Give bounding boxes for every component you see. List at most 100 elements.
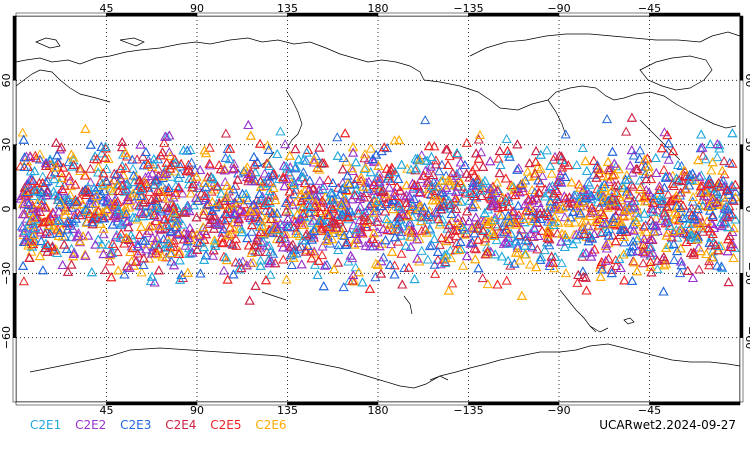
occultation-marker xyxy=(394,200,405,210)
frame-tick-bar xyxy=(287,12,379,17)
occultation-marker xyxy=(607,170,618,180)
occultation-marker xyxy=(300,230,311,240)
occultation-marker xyxy=(403,262,414,272)
occultation-marker xyxy=(441,235,452,246)
occultation-marker xyxy=(455,157,466,167)
legend: C2E1 C2E2 C2E3 C2E4 C2E5 C2E6 xyxy=(30,418,297,432)
occultation-marker xyxy=(194,237,205,247)
occultation-marker xyxy=(671,190,682,200)
occultation-marker xyxy=(217,238,228,248)
occultation-marker xyxy=(597,264,608,274)
occultation-marker xyxy=(467,202,478,212)
occultation-marker xyxy=(108,186,119,196)
occultation-marker xyxy=(144,221,155,231)
occultation-marker xyxy=(29,223,41,233)
occultation-marker xyxy=(422,155,433,165)
occultation-marker xyxy=(478,215,490,226)
occultation-marker xyxy=(609,158,620,168)
occultation-marker xyxy=(342,237,353,247)
occultation-marker xyxy=(428,169,439,179)
occultation-marker xyxy=(207,250,219,260)
occultation-marker xyxy=(647,204,658,214)
occultation-marker xyxy=(189,165,201,175)
occultation-marker xyxy=(606,196,617,206)
occultation-marker xyxy=(627,275,638,285)
occultation-marker xyxy=(270,224,281,234)
occultation-marker xyxy=(381,192,392,202)
occultation-marker xyxy=(644,187,655,197)
occultation-marker xyxy=(207,196,218,206)
occultation-marker xyxy=(255,260,266,270)
occultation-marker xyxy=(173,172,184,182)
occultation-marker xyxy=(183,159,194,169)
occultation-marker xyxy=(629,257,640,267)
occultation-marker xyxy=(122,194,133,204)
occultation-marker xyxy=(152,249,164,259)
occultation-marker xyxy=(317,250,328,260)
occultation-marker xyxy=(565,212,576,222)
occultation-marker xyxy=(695,221,706,231)
occultation-marker xyxy=(704,201,715,211)
occultation-marker xyxy=(700,154,711,164)
occultation-marker xyxy=(651,167,662,177)
occultation-marker xyxy=(639,248,650,258)
occultation-marker xyxy=(441,249,452,259)
occultation-marker xyxy=(199,254,210,264)
occultation-marker xyxy=(690,233,701,243)
occultation-marker xyxy=(476,190,487,200)
occultation-marker xyxy=(140,146,151,156)
occultation-marker xyxy=(430,159,441,169)
occultation-marker xyxy=(601,114,613,124)
occultation-marker xyxy=(598,212,610,222)
occultation-marker xyxy=(560,171,571,181)
occultation-marker xyxy=(268,248,279,258)
occultation-marker xyxy=(461,168,472,178)
occultation-marker xyxy=(317,195,328,205)
occultation-marker xyxy=(606,185,617,196)
occultation-marker xyxy=(232,174,243,184)
occultation-marker xyxy=(254,188,265,199)
occultation-marker xyxy=(407,200,418,210)
occultation-marker xyxy=(703,223,714,233)
occultation-marker xyxy=(270,195,281,205)
occultation-marker xyxy=(469,170,480,180)
occultation-marker xyxy=(318,180,329,190)
occultation-marker xyxy=(308,215,319,225)
occultation-marker xyxy=(519,199,531,209)
occultation-marker xyxy=(543,188,554,198)
occultation-marker xyxy=(115,163,126,173)
occultation-marker xyxy=(568,206,579,216)
occultation-marker xyxy=(391,181,403,191)
occultation-marker xyxy=(375,268,387,278)
occultation-marker xyxy=(52,157,63,167)
occultation-marker xyxy=(580,272,591,282)
occultation-marker xyxy=(282,213,294,223)
occultation-marker xyxy=(525,228,536,238)
occultation-marker xyxy=(553,217,564,227)
occultation-marker xyxy=(400,240,411,250)
occultation-marker xyxy=(362,214,373,224)
occultation-marker xyxy=(50,162,61,172)
occultation-marker xyxy=(583,236,594,246)
occultation-marker xyxy=(601,239,612,249)
occultation-marker xyxy=(514,231,525,241)
occultation-marker xyxy=(673,215,685,225)
occultation-marker xyxy=(392,219,403,229)
occultation-marker xyxy=(136,267,147,277)
occultation-marker xyxy=(448,225,460,235)
occultation-marker xyxy=(578,272,589,282)
right-lat-label: 60 xyxy=(743,73,750,87)
occultation-marker xyxy=(329,218,340,228)
occultation-marker xyxy=(155,150,166,160)
occultation-marker xyxy=(110,231,122,241)
occultation-marker xyxy=(54,215,65,225)
occultation-marker xyxy=(187,228,198,238)
occultation-marker xyxy=(591,172,602,182)
occultation-marker xyxy=(62,224,73,234)
occultation-marker xyxy=(340,128,351,138)
occultation-marker xyxy=(631,163,642,173)
occultation-marker xyxy=(480,233,491,243)
occultation-marker xyxy=(473,134,484,144)
occultation-marker xyxy=(726,180,737,190)
occultation-marker xyxy=(424,240,435,251)
